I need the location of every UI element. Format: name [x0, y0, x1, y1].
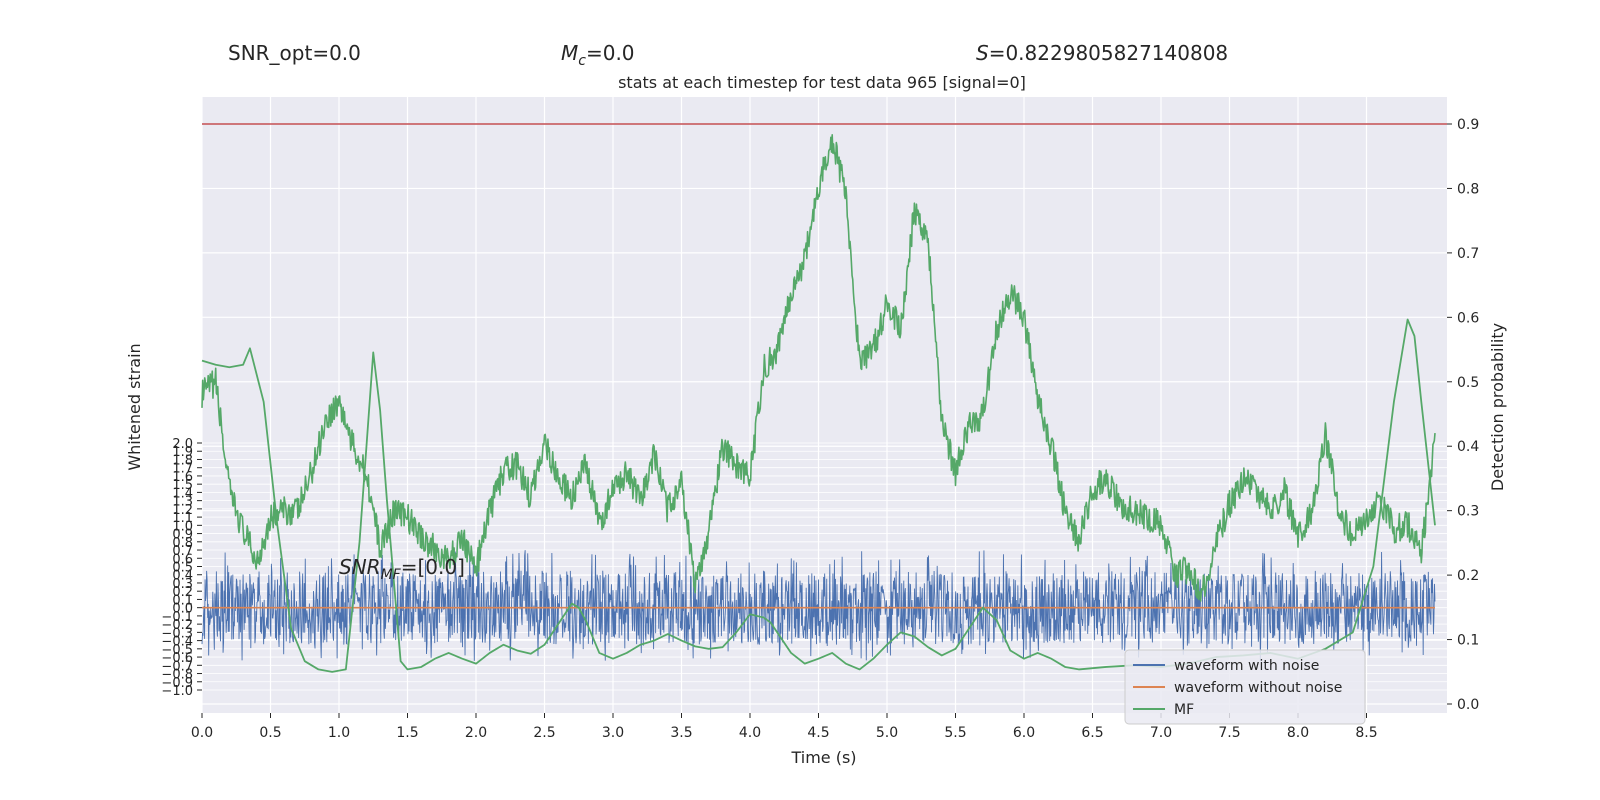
left-tick-label: −0.2	[161, 618, 193, 633]
x-tick-label: 3.0	[602, 725, 624, 741]
x-tick-label: 8.0	[1287, 725, 1309, 741]
left-tick-label: 2.0	[172, 437, 193, 452]
left-tick-label: 0.5	[172, 561, 193, 576]
legend-mf-label: MF	[1174, 702, 1194, 718]
right-axis-ticks: 0.0 0.1 0.2 0.3 0.4 0.5 0.6 0.7 0.8 0.9	[1447, 117, 1479, 713]
left-tick-label: 0.7	[172, 544, 193, 559]
x-tick-label: 0.0	[191, 725, 213, 741]
probability-trace	[201, 133, 1436, 602]
left-tick-label: 0.4	[172, 569, 193, 584]
left-tick-label: −0.3	[161, 626, 193, 641]
chirp-mass-label: Mc=0.0	[561, 41, 635, 69]
left-tick-label: −0.6	[161, 651, 193, 666]
left-tick-label: −0.5	[161, 643, 193, 658]
left-tick-label: 1.9	[172, 445, 193, 460]
right-tick-label: 0.9	[1457, 117, 1479, 133]
right-tick-label: 0.7	[1457, 246, 1479, 262]
snr-opt-label: SNR_opt=0.0	[228, 41, 361, 65]
grid-lines	[201, 97, 1447, 713]
x-tick-label: 1.5	[396, 725, 418, 741]
left-tick-label: 1.0	[172, 519, 193, 534]
left-tick-label: 0.3	[172, 577, 193, 592]
snr-mf-annotation: SNRMF=[0.0]	[339, 555, 465, 583]
left-tick-label: 1.4	[172, 486, 193, 501]
x-tick-label: 5.5	[944, 725, 966, 741]
left-axis-ticks: −1.0−0.9−0.8−0.7−0.6−0.5−0.4−0.3−0.2−0.1…	[161, 437, 202, 699]
right-tick-label: 0.0	[1457, 697, 1479, 713]
x-tick-label: 8.5	[1355, 725, 1377, 741]
x-tick-label: 6.5	[1081, 725, 1103, 741]
x-tick-label: 2.5	[533, 725, 555, 741]
x-tick-label: 7.5	[1218, 725, 1240, 741]
legend-box	[1124, 649, 1366, 725]
x-tick-label: 1.0	[328, 725, 350, 741]
right-tick-label: 0.1	[1457, 633, 1479, 649]
x-tick-label: 5.0	[876, 725, 898, 741]
x-tick-label: 2.0	[465, 725, 487, 741]
left-tick-label: 0.2	[172, 585, 193, 600]
left-tick-label: 1.3	[172, 495, 193, 510]
left-tick-label: −0.9	[161, 676, 193, 691]
waveform-with-noise-line	[201, 550, 1436, 662]
x-tick-label: 0.5	[259, 725, 281, 741]
right-tick-label: 0.5	[1457, 375, 1479, 391]
x-axis-ticks: 0.0 0.5 1.0 1.5 2.0 2.5 3.0 3.5 4.0 4.5 5.0 5.5 6.0 6…	[191, 713, 1378, 741]
left-tick-label: 1.5	[172, 478, 193, 493]
x-tick-label: 4.5	[807, 725, 829, 741]
right-axis-label: Detection probability	[1488, 323, 1507, 491]
left-tick-label: 1.7	[172, 462, 193, 477]
left-tick-label: 1.1	[172, 511, 193, 526]
left-tick-label: 1.8	[172, 453, 193, 468]
left-tick-label: −0.7	[161, 659, 193, 674]
chart-title: stats at each timestep for test data 965…	[618, 73, 1026, 92]
left-tick-label: −0.4	[161, 635, 193, 650]
left-tick-label: 0.6	[172, 552, 193, 567]
legend: waveform with noise waveform without noi…	[1124, 649, 1366, 725]
left-axis-label: Whitened strain	[125, 343, 144, 470]
right-tick-label: 0.8	[1457, 181, 1479, 197]
right-tick-label: 0.2	[1457, 568, 1479, 584]
legend-clean-label: waveform without noise	[1174, 680, 1342, 696]
x-tick-label: 3.5	[670, 725, 692, 741]
left-tick-label: 0.1	[172, 593, 193, 608]
detection-probability-line	[201, 133, 1436, 602]
left-tick-label: 0.8	[172, 536, 193, 551]
left-tick-label: 0.9	[172, 528, 193, 543]
left-tick-label: 0.0	[172, 602, 193, 617]
s-statistic-label: S=0.8229805827140808	[976, 41, 1228, 65]
left-tick-label: −1.0	[161, 684, 193, 699]
right-tick-label: 0.4	[1457, 439, 1479, 455]
x-axis-label: Time (s)	[790, 748, 856, 767]
x-tick-label: 6.0	[1013, 725, 1035, 741]
x-tick-label: 4.0	[739, 725, 761, 741]
x-tick-label: 7.0	[1150, 725, 1172, 741]
left-tick-label: −0.8	[161, 668, 193, 683]
noise-trace	[201, 550, 1436, 662]
right-tick-label: 0.3	[1457, 504, 1479, 520]
left-tick-label: −0.1	[161, 610, 193, 625]
right-tick-label: 0.6	[1457, 310, 1479, 326]
left-tick-label: 1.2	[172, 503, 193, 518]
left-tick-label: 1.6	[172, 470, 193, 485]
legend-noise-label: waveform with noise	[1174, 658, 1319, 674]
